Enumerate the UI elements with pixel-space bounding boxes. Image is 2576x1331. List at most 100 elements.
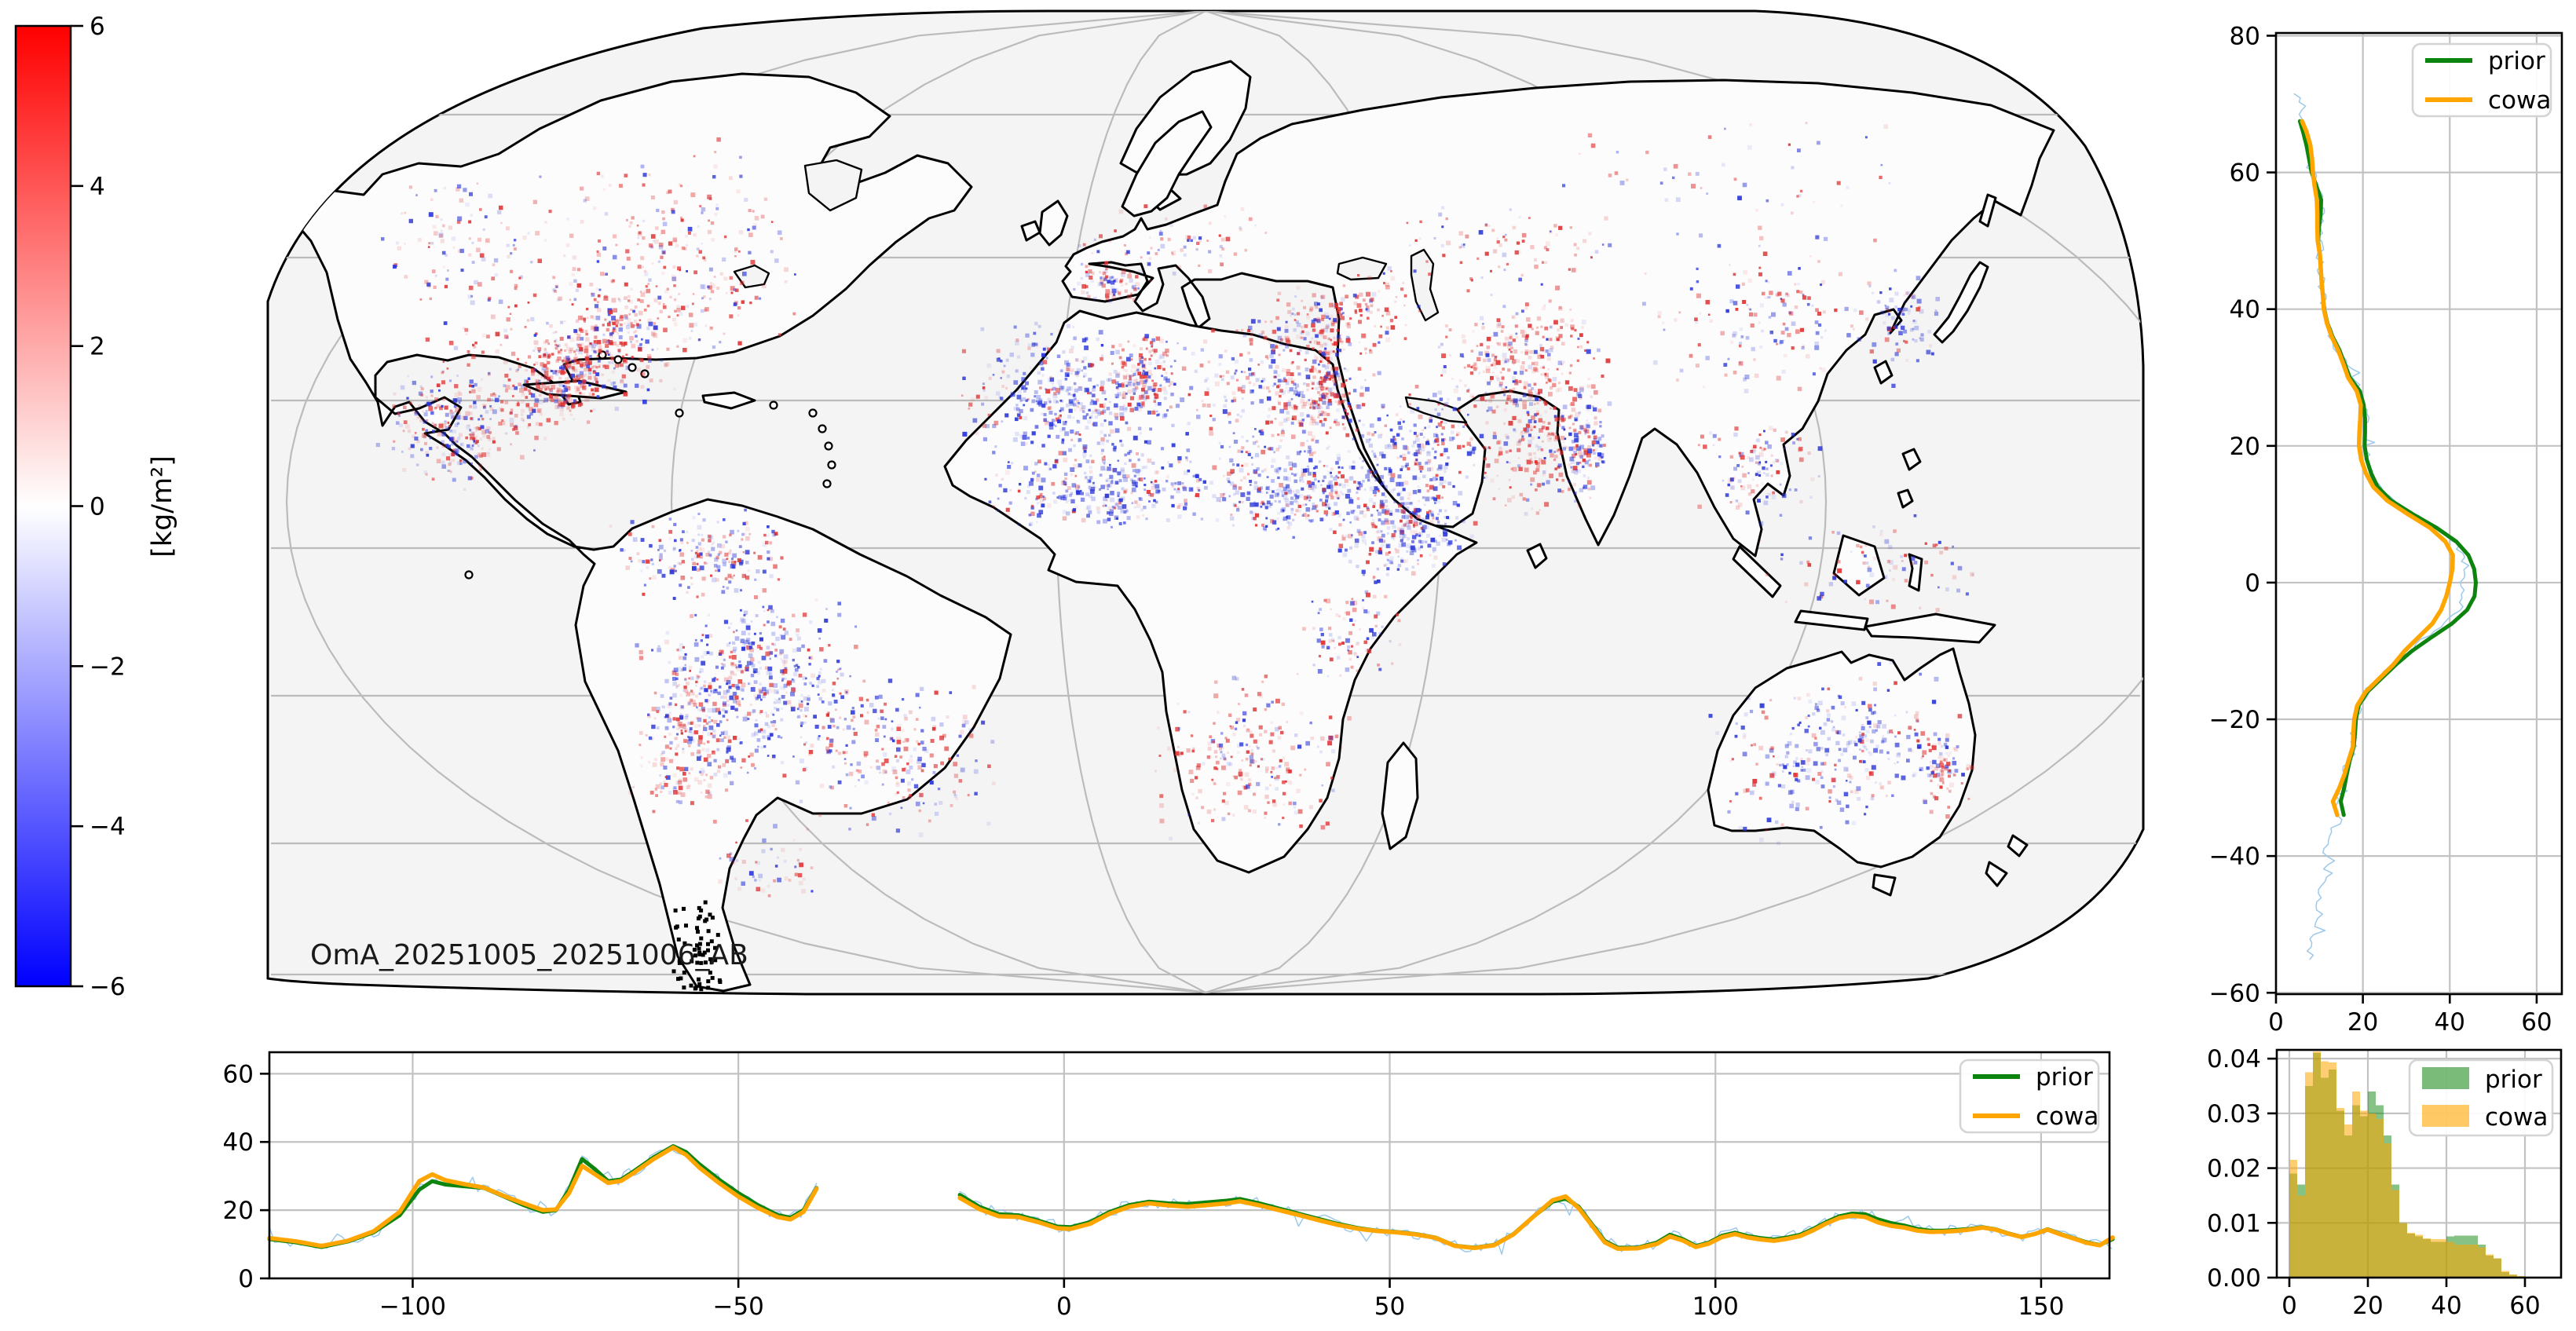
anomaly-dot [1376, 463, 1379, 466]
anomaly-dot [1359, 392, 1364, 397]
anomaly-dot [743, 613, 746, 616]
anomaly-dot [1100, 380, 1105, 386]
anomaly-dot [608, 309, 613, 315]
anomaly-dot [1045, 388, 1047, 390]
anomaly-dot [1286, 721, 1289, 723]
anomaly-dot [1437, 513, 1440, 516]
anomaly-dot [1103, 496, 1108, 502]
anomaly-dot [638, 559, 642, 563]
anomaly-dot [591, 343, 596, 349]
anomaly-dot [1372, 502, 1376, 506]
anomaly-dot [1087, 419, 1092, 424]
anomaly-dot [1400, 528, 1404, 533]
anomaly-dot [1351, 602, 1354, 605]
anomaly-dot [1097, 412, 1101, 416]
anomaly-dot [1323, 335, 1327, 339]
anomaly-dot [680, 792, 686, 797]
anomaly-dot [1363, 503, 1367, 507]
anomaly-dot [1326, 465, 1329, 468]
anomaly-dot [891, 720, 894, 722]
anomaly-dot [595, 349, 598, 353]
anomaly-dot [1425, 525, 1429, 529]
anomaly-dot [1333, 371, 1337, 375]
anomaly-dot [1307, 514, 1310, 517]
anomaly-dot [1141, 387, 1145, 392]
anomaly-dot [492, 437, 496, 441]
anomaly-dot [593, 375, 596, 378]
anomaly-dot [598, 349, 602, 353]
anomaly-dot [1377, 488, 1380, 491]
anomaly-dot [1376, 568, 1380, 571]
anomaly-dot [1143, 390, 1148, 394]
anomaly-dot [555, 359, 559, 363]
anomaly-dot [432, 430, 435, 433]
anomaly-dot [602, 364, 606, 368]
anomaly-dot [1442, 562, 1447, 566]
anomaly-dot [1384, 510, 1389, 515]
anomaly-dot [919, 706, 921, 709]
anomaly-dot [1063, 422, 1067, 426]
colorbar-tick-label: 2 [90, 333, 105, 361]
anomaly-dot [1374, 580, 1378, 584]
anomaly-dot [1052, 393, 1058, 399]
anomaly-dot [637, 236, 640, 240]
anomaly-dot [642, 399, 647, 404]
anomaly-dot [673, 387, 676, 390]
anomaly-dot [1198, 240, 1202, 243]
anomaly-dot [682, 748, 685, 751]
anomaly-dot [900, 806, 903, 810]
anomaly-dot [657, 569, 662, 574]
anomaly-dot [1214, 680, 1218, 684]
anomaly-dot [920, 686, 924, 691]
anomaly-dot [660, 785, 664, 790]
anomaly-dot [1084, 346, 1089, 350]
anomaly-dot [1184, 470, 1188, 475]
anomaly-dot [1241, 435, 1244, 439]
anomaly-dot [1328, 357, 1333, 361]
anomaly-dot [452, 415, 455, 419]
anomaly-dot [1283, 486, 1288, 492]
anomaly-dot [992, 451, 996, 455]
anomaly-dot [687, 722, 690, 725]
anomaly-dot [1101, 456, 1106, 461]
anomaly-dot [708, 219, 710, 222]
anomaly-dot [784, 694, 786, 697]
anomaly-dot [1332, 385, 1337, 389]
anomaly-dot [719, 550, 723, 554]
anomaly-dot [708, 298, 712, 301]
anomaly-dot [1015, 432, 1019, 437]
anomaly-dot [461, 415, 466, 420]
anomaly-dot [1402, 533, 1407, 539]
anomaly-dot [1163, 397, 1167, 400]
anomaly-dot [1411, 571, 1416, 576]
anomaly-dot [1300, 422, 1303, 426]
anomaly-dot [558, 367, 562, 371]
anomaly-dot [1277, 476, 1280, 480]
anomaly-dot [1274, 468, 1279, 473]
anomaly-dot [1226, 382, 1230, 386]
anomaly-dot [664, 735, 667, 738]
anomaly-dot [1241, 408, 1245, 413]
anomaly-dot [1019, 483, 1022, 486]
anomaly-dot [1227, 751, 1230, 754]
anomaly-dot [1351, 465, 1356, 470]
anomaly-dot [913, 728, 917, 731]
anomaly-dot [1213, 693, 1219, 699]
anomaly-dot [1281, 430, 1285, 434]
anomaly-dot [1206, 755, 1211, 759]
anomaly-dot [993, 420, 999, 426]
anomaly-dot [710, 689, 712, 693]
anomaly-dot [981, 720, 986, 725]
anomaly-dot [1390, 520, 1395, 525]
anomaly-dot [468, 285, 474, 291]
anomaly-dot [684, 729, 687, 733]
anomaly-dot [1117, 459, 1119, 463]
anomaly-dot [783, 683, 788, 688]
anomaly-dot [789, 638, 792, 642]
anomaly-dot [1299, 480, 1302, 483]
anomaly-dot [1214, 381, 1220, 386]
anomaly-dot [791, 678, 794, 681]
anomaly-dot [1060, 407, 1064, 411]
anomaly-dot [1275, 698, 1280, 704]
anomaly-region-europe [1078, 204, 1268, 276]
